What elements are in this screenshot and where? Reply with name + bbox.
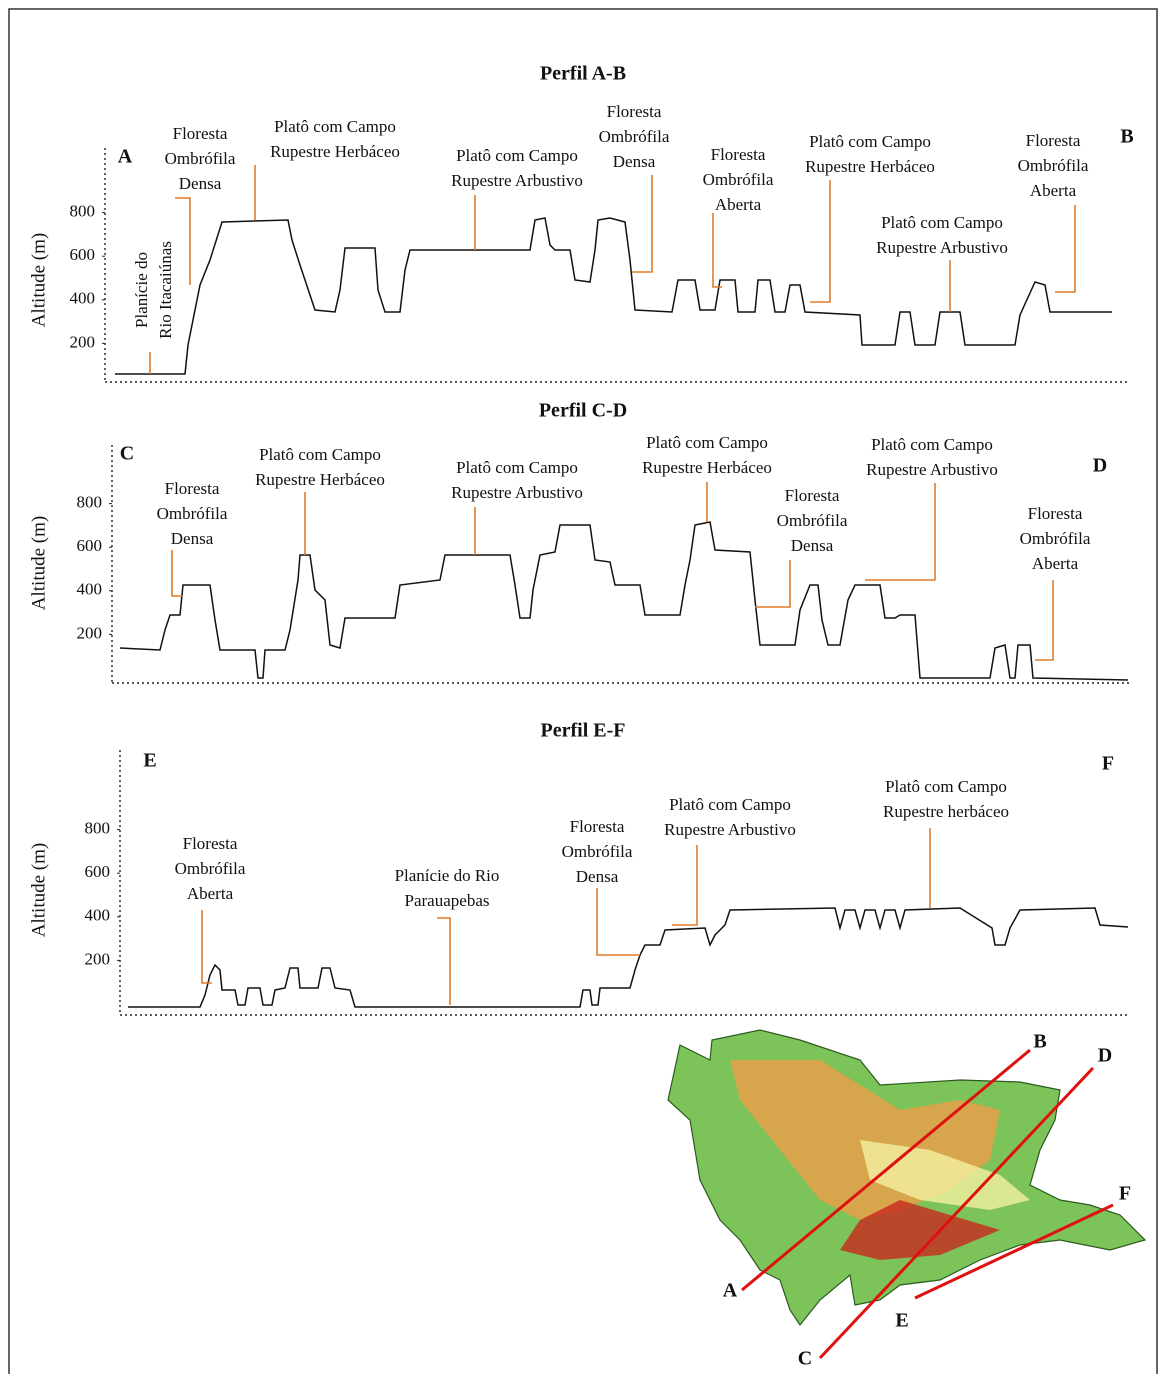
endpoint-label: F (1102, 753, 1114, 775)
annotation-line: Platô com Campo (871, 435, 993, 454)
map-label: F (1119, 1183, 1131, 1205)
y-tick-label: 200 (70, 332, 96, 351)
annotation-line: Parauapebas (405, 891, 490, 910)
annotation-line: Rupestre Arbustivo (664, 820, 796, 839)
annotation-line: Aberta (1030, 181, 1077, 200)
annotation-line: Platô com Campo (259, 445, 381, 464)
annotation-line: Floresta (607, 102, 662, 121)
leader-line (437, 918, 450, 1005)
annotation-line: Ombrófila (1020, 529, 1091, 548)
annotation-line: Floresta (785, 486, 840, 505)
annotation-line: Rupestre Arbustivo (866, 460, 998, 479)
annotation-line: Rupestre Herbáceo (642, 458, 772, 477)
annotation-line: Rupestre Herbáceo (270, 142, 400, 161)
profile-cd (120, 522, 1128, 680)
annotation-line: Densa (171, 529, 214, 548)
annotation-line: Platô com Campo (646, 433, 768, 452)
annotation-line: Aberta (187, 884, 234, 903)
endpoint-label: A (118, 146, 133, 168)
leader-line (172, 550, 182, 596)
y-tick-label: 200 (77, 623, 103, 642)
figure: Perfil A-B A B Altitude (m) 800 600 400 200 Flor… (0, 0, 1166, 1374)
leader-line (1055, 205, 1075, 292)
annotation-line: Densa (179, 174, 222, 193)
annotation-line: Ombrófila (703, 170, 774, 189)
annotation-line: Platô com Campo (809, 132, 931, 151)
leader-line (597, 888, 640, 955)
profile-title: Perfil E-F (541, 720, 626, 742)
annotation-line: Platô com Campo (881, 213, 1003, 232)
leader-line (175, 198, 190, 285)
y-axis-label: Altitude (m) (28, 516, 49, 610)
annotation-line: Rupestre Herbáceo (805, 157, 935, 176)
profile-title: Perfil C-D (539, 400, 627, 422)
annotation-line: Rupestre herbáceo (883, 802, 1009, 821)
map-label: B (1033, 1031, 1046, 1053)
map-label: E (895, 1310, 908, 1332)
map-label: D (1098, 1045, 1112, 1067)
endpoint-label: B (1120, 126, 1133, 148)
leader-line (865, 483, 935, 580)
annotation-line: Aberta (1032, 554, 1079, 573)
y-tick-label: 600 (77, 536, 103, 555)
annotation-line: Ombrófila (157, 504, 228, 523)
endpoint-label: D (1093, 455, 1107, 477)
annotation-line: Planície do (132, 252, 151, 328)
annotation-line: Floresta (173, 124, 228, 143)
annotation-line: Floresta (1028, 504, 1083, 523)
annotation-line: Planície do Rio (395, 866, 500, 885)
annotation-line: Ombrófila (175, 859, 246, 878)
leader-line (755, 560, 790, 607)
annotation-line: Densa (791, 536, 834, 555)
annotation-line: Densa (613, 152, 656, 171)
y-tick-label: 400 (70, 289, 96, 308)
annotation-line: Rio Itacaiúnas (156, 241, 175, 339)
annotation-line: Floresta (570, 817, 625, 836)
endpoint-label: C (120, 443, 134, 465)
y-tick-label: 200 (85, 949, 111, 968)
leader-line (1035, 580, 1053, 660)
annotation-line: Rupestre Arbustivo (451, 483, 583, 502)
y-axis-label: Altitude (m) (28, 233, 49, 327)
leader-line (632, 175, 652, 272)
annotation-line: Floresta (183, 834, 238, 853)
annotation-line: Rupestre Arbustivo (451, 171, 583, 190)
annotation-line: Rupestre Herbáceo (255, 470, 385, 489)
y-tick-label: 800 (77, 493, 103, 512)
y-tick-label: 600 (85, 862, 111, 881)
leader-line (810, 180, 830, 302)
leader-line (202, 910, 212, 983)
leader-line (713, 213, 722, 287)
annotation-line: Ombrófila (1018, 156, 1089, 175)
profile-title: Perfil A-B (540, 63, 626, 85)
y-tick-label: 400 (77, 580, 103, 599)
y-axis-label: Altitude (m) (28, 843, 49, 937)
annotation-line: Aberta (715, 195, 762, 214)
annotation-line: Ombrófila (165, 149, 236, 168)
leader-line (672, 845, 697, 925)
annotation-line: Ombrófila (599, 127, 670, 146)
annotation-line: Rupestre Arbustivo (876, 238, 1008, 257)
annotation-line: Ombrófila (777, 511, 848, 530)
annotation-line: Platô com Campo (274, 117, 396, 136)
annotation-line: Densa (576, 867, 619, 886)
y-tick-label: 400 (85, 906, 111, 925)
annotation-line: Floresta (711, 145, 766, 164)
profile-ef (128, 908, 1128, 1007)
annotation-line: Platô com Campo (456, 146, 578, 165)
map-label: C (798, 1348, 812, 1370)
y-tick-label: 600 (70, 245, 96, 264)
annotation-line: Platô com Campo (669, 795, 791, 814)
endpoint-label: E (143, 750, 156, 772)
annotation-line: Platô com Campo (456, 458, 578, 477)
y-tick-label: 800 (85, 819, 111, 838)
annotation-line: Floresta (165, 479, 220, 498)
y-tick-label: 800 (70, 202, 96, 221)
map-label: A (723, 1280, 738, 1302)
annotation-line: Platô com Campo (885, 777, 1007, 796)
annotation-line: Floresta (1026, 131, 1081, 150)
annotation-line: Ombrófila (562, 842, 633, 861)
